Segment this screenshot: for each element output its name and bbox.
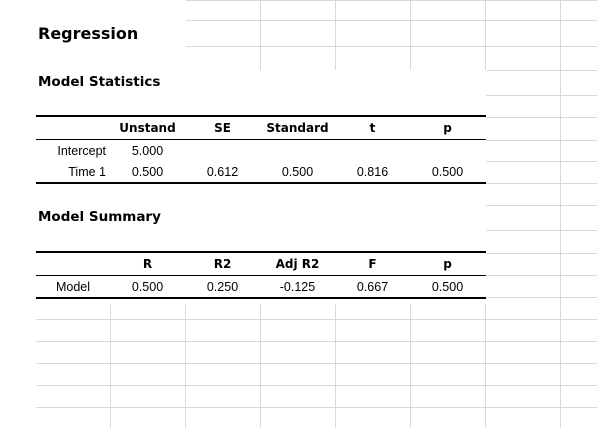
title-area: [36, 0, 186, 70]
gridline: [0, 407, 597, 408]
report-area: [36, 70, 486, 304]
table-top-rule: [36, 115, 486, 117]
column-header-adj-r2: Adj R2: [275, 257, 320, 271]
time1-p-value: 0.500: [431, 165, 464, 179]
model-r2-value: 0.250: [206, 280, 239, 294]
column-header-standard: Standard: [266, 121, 329, 135]
intercept-unstand-value: 5.000: [131, 144, 164, 158]
time1-t-value: 0.816: [356, 165, 389, 179]
column-header-f: F: [368, 257, 377, 271]
time1-unstand-value: 0.500: [131, 165, 164, 179]
row-label-time-1: Time 1: [68, 165, 106, 179]
summary-bottom-rule: [36, 297, 486, 299]
table-header-rule: [36, 139, 486, 140]
blank-column: [0, 0, 36, 428]
time1-standard-value: 0.500: [281, 165, 314, 179]
report-title: Regression: [38, 24, 139, 43]
column-header-t: t: [369, 121, 376, 135]
time1-se-value: 0.612: [206, 165, 239, 179]
model-r-value: 0.500: [131, 280, 164, 294]
gridline: [560, 0, 561, 428]
column-header-r: R: [142, 257, 153, 271]
gridline: [0, 319, 597, 320]
column-header-unstand: Unstand: [119, 121, 176, 135]
row-label-intercept: Intercept: [57, 144, 106, 158]
column-header-r2: R2: [213, 257, 232, 271]
gridline: [0, 385, 597, 386]
model-f-value: 0.667: [356, 280, 389, 294]
gridline: [0, 341, 597, 342]
gridline: [0, 46, 597, 47]
row-label-model: Model: [55, 280, 91, 294]
table-bottom-rule: [36, 182, 486, 184]
model-adj-r2-value: -0.125: [279, 280, 316, 294]
gridline: [0, 20, 597, 21]
column-header-p-summary: p: [443, 257, 452, 271]
summary-header-rule: [36, 275, 486, 276]
summary-top-rule: [36, 251, 486, 253]
model-summary-heading: Model Summary: [38, 209, 161, 225]
gridline: [0, 363, 597, 364]
gridline: [0, 0, 597, 1]
model-p-value: 0.500: [431, 280, 464, 294]
column-header-se: SE: [214, 121, 231, 135]
model-statistics-heading: Model Statistics: [38, 74, 161, 90]
column-header-p: p: [443, 121, 452, 135]
